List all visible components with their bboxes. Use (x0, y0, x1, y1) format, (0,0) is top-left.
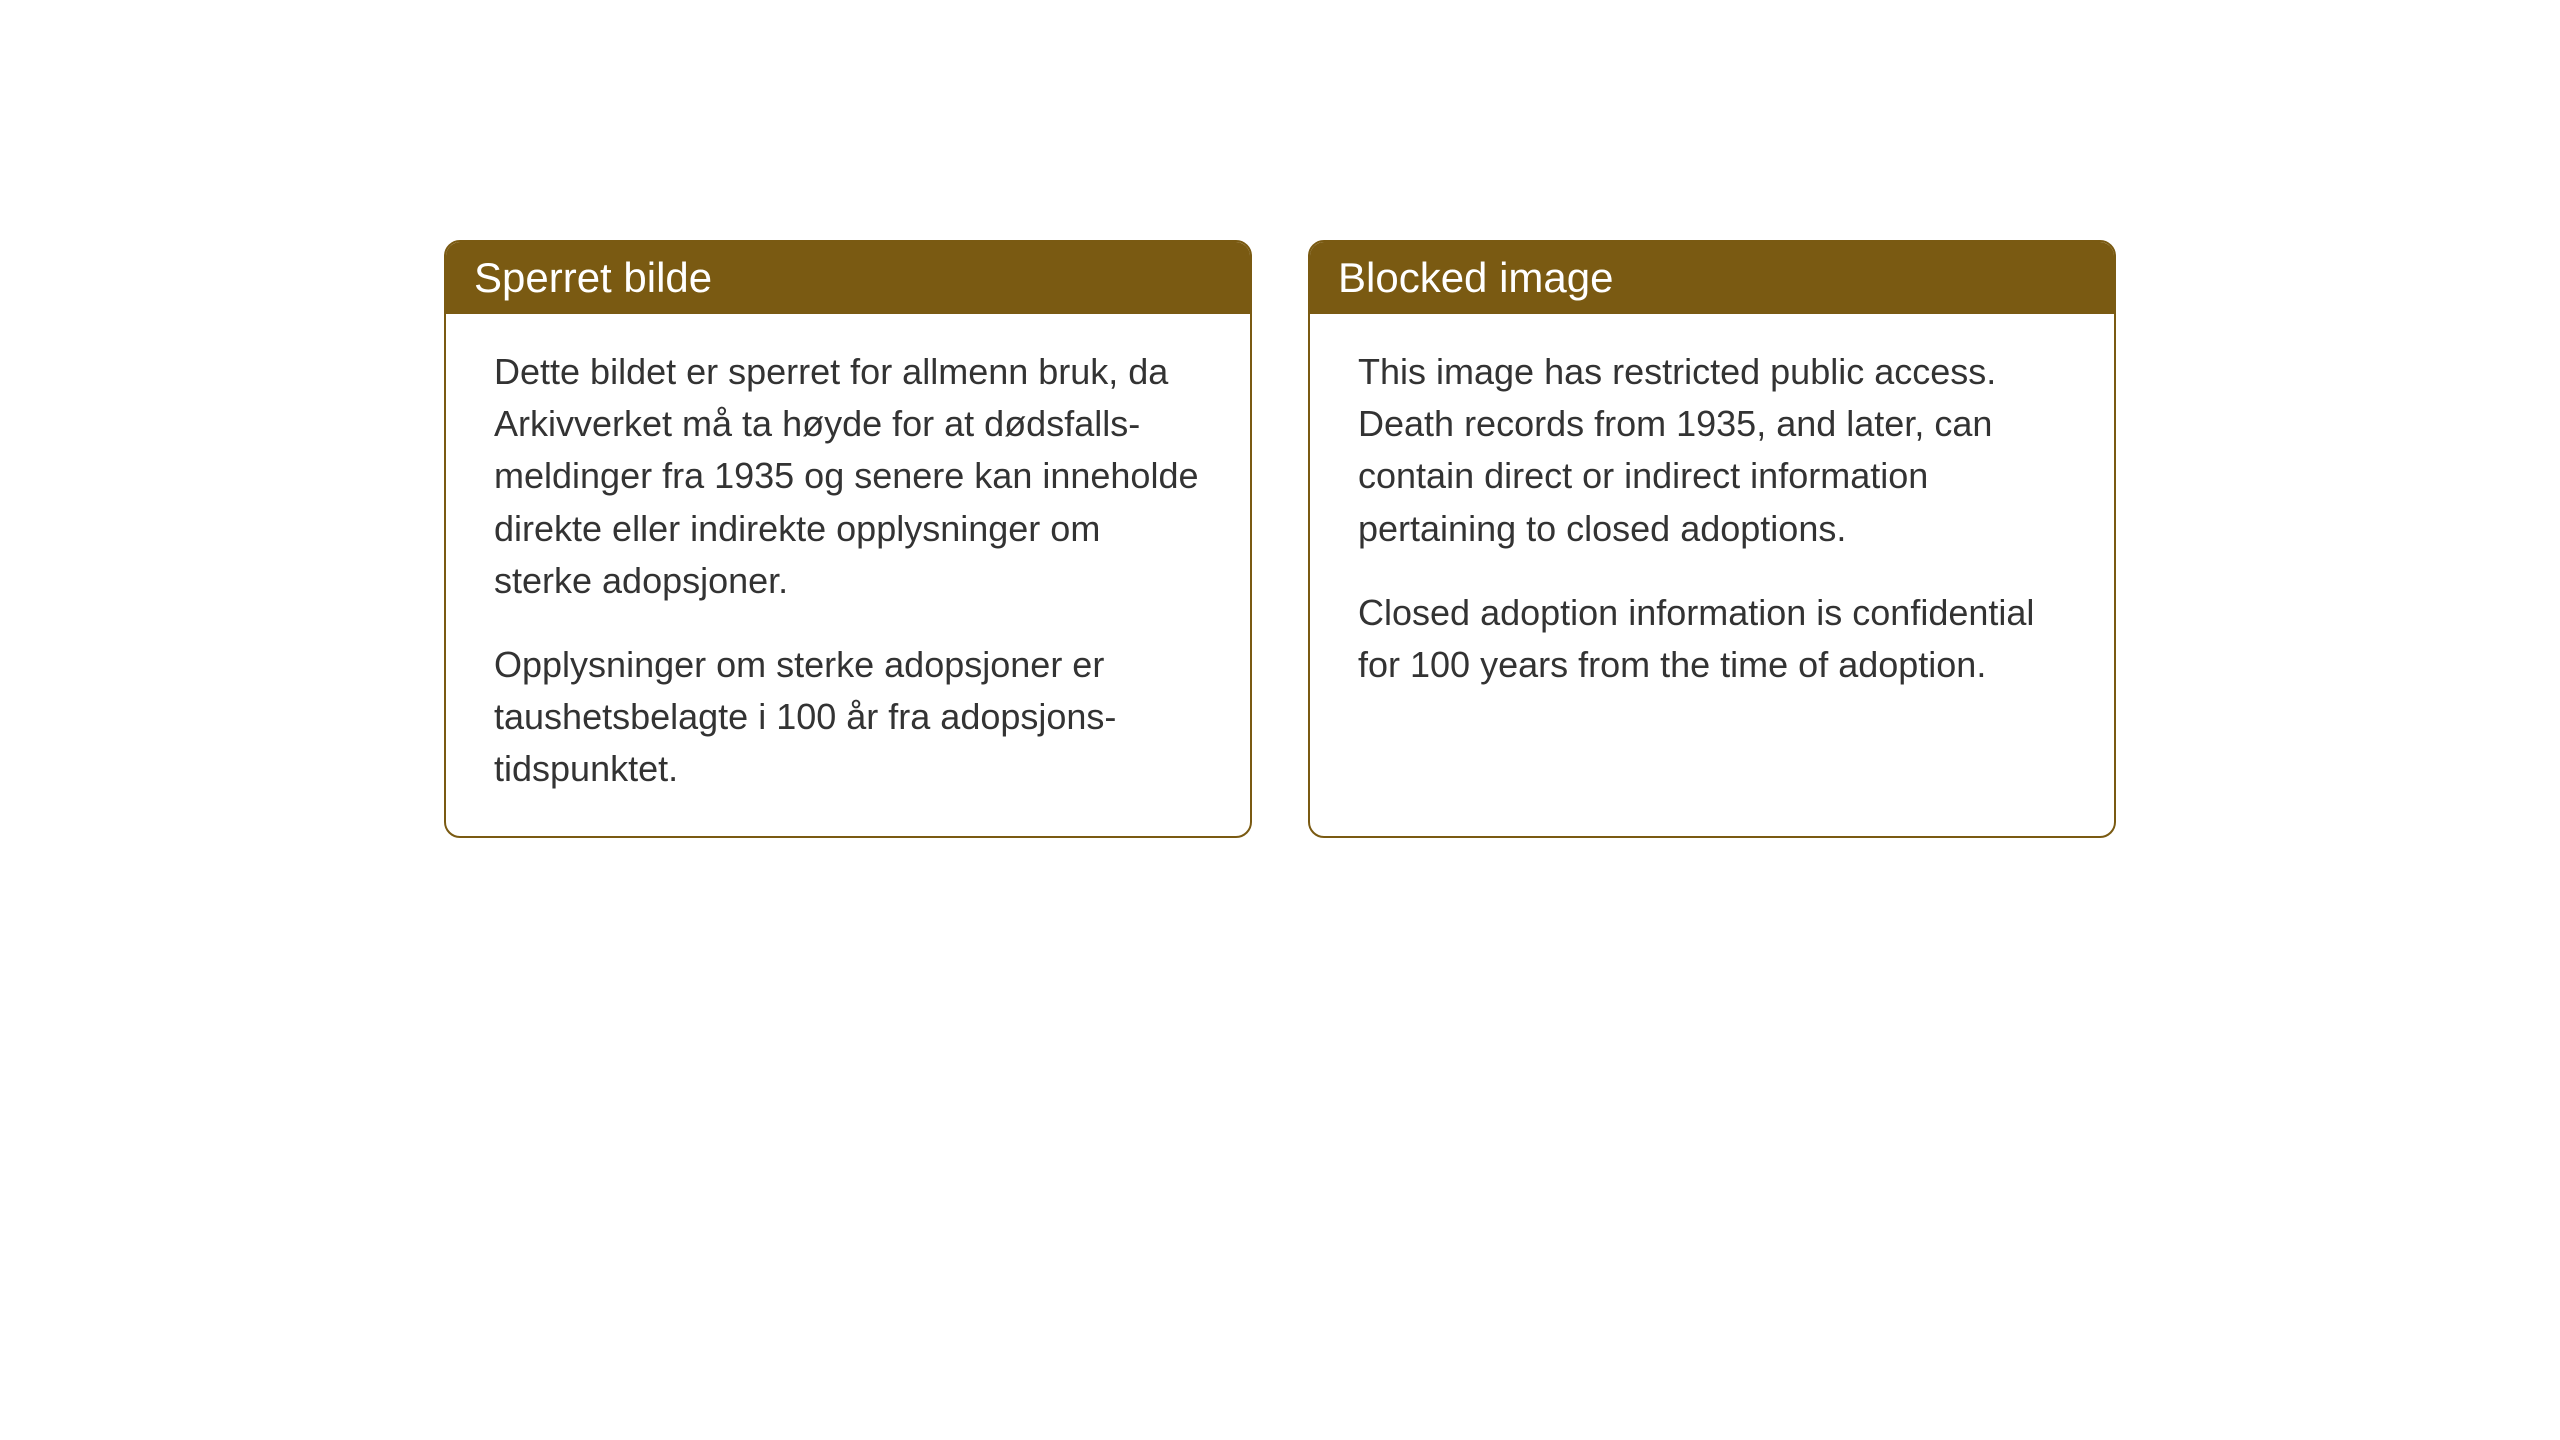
english-paragraph-2: Closed adoption information is confident… (1358, 587, 2066, 691)
norwegian-paragraph-2: Opplysninger om sterke adopsjoner er tau… (494, 639, 1202, 796)
norwegian-card-title: Sperret bilde (446, 242, 1250, 314)
english-notice-card: Blocked image This image has restricted … (1308, 240, 2116, 838)
norwegian-notice-card: Sperret bilde Dette bildet er sperret fo… (444, 240, 1252, 838)
norwegian-paragraph-1: Dette bildet er sperret for allmenn bruk… (494, 346, 1202, 607)
english-paragraph-1: This image has restricted public access.… (1358, 346, 2066, 555)
english-card-body: This image has restricted public access.… (1310, 314, 2114, 731)
norwegian-card-body: Dette bildet er sperret for allmenn bruk… (446, 314, 1250, 836)
english-card-title: Blocked image (1310, 242, 2114, 314)
notice-cards-container: Sperret bilde Dette bildet er sperret fo… (444, 240, 2116, 838)
